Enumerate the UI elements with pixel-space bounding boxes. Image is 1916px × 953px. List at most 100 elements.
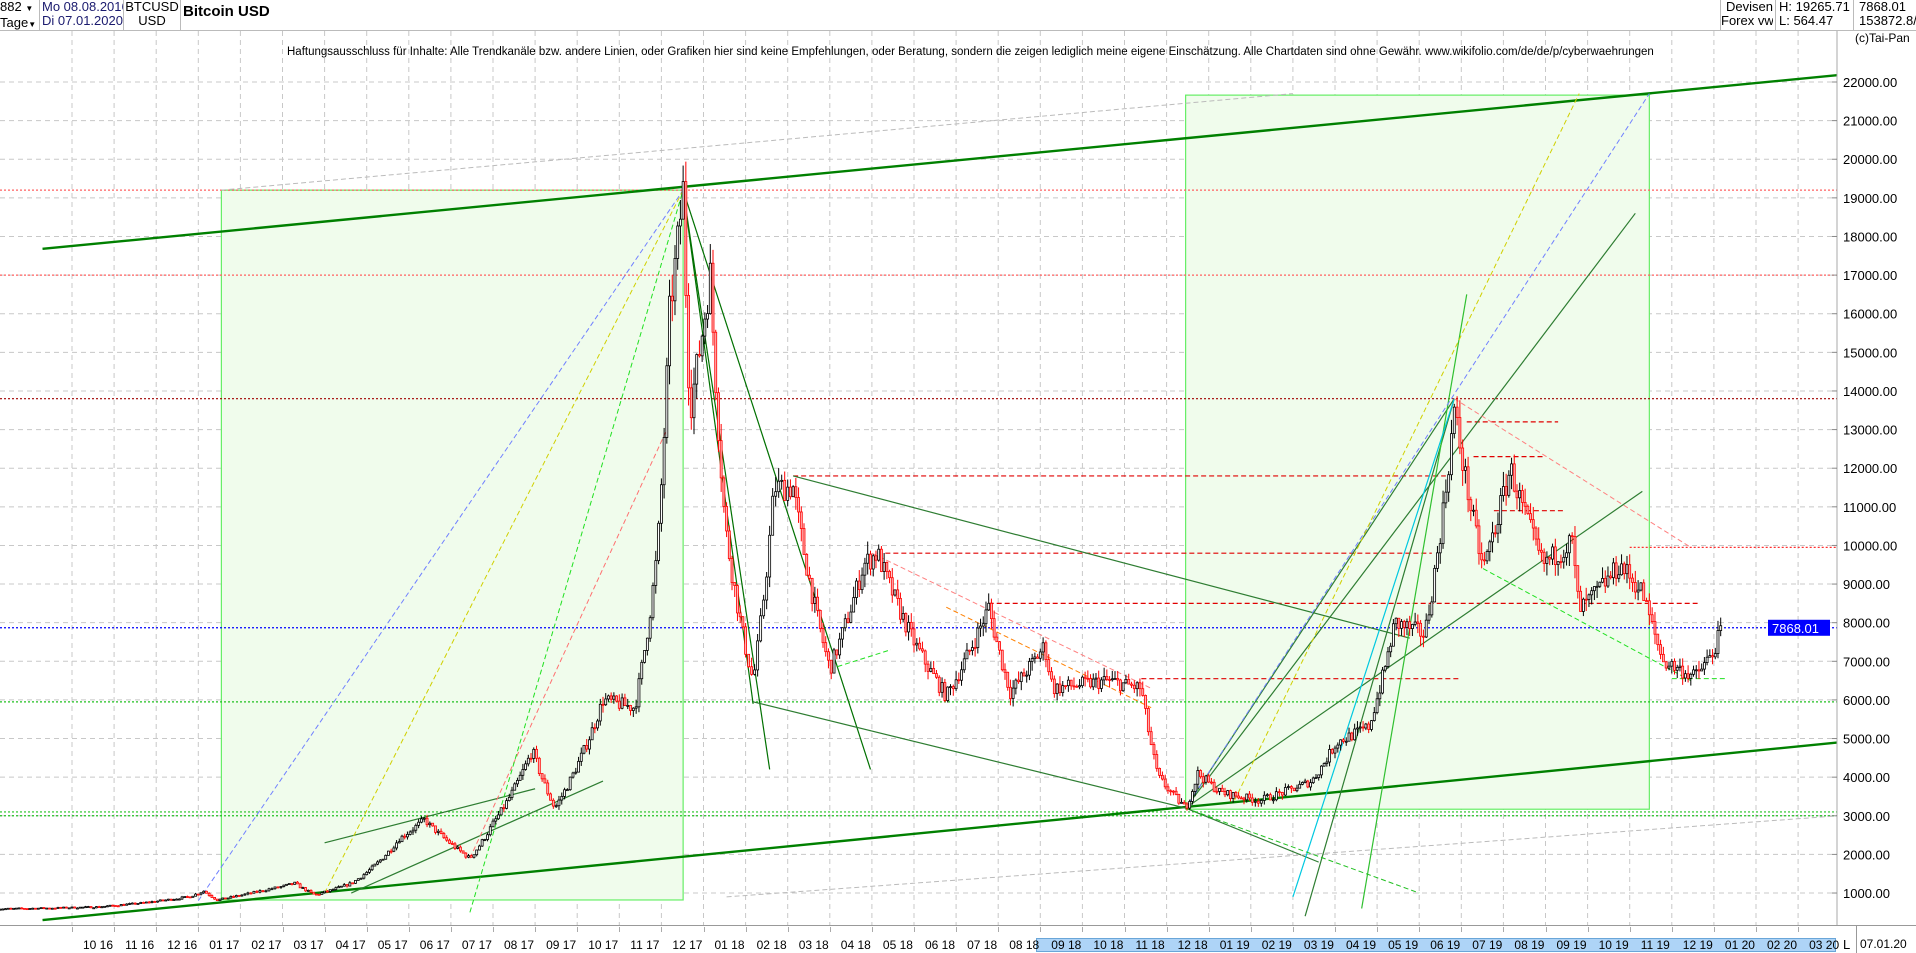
candle-body — [1370, 720, 1373, 730]
candle-body — [1303, 780, 1307, 783]
candle-body — [183, 896, 187, 898]
price-chart[interactable]: 1000.00 2000.00 3000.00 4000.00 5000.00 6000.… — [0, 0, 1916, 925]
trend-line — [324, 189, 684, 894]
candle-body — [1014, 679, 1018, 689]
candle-body — [1659, 644, 1662, 655]
candle-body — [153, 901, 157, 903]
candle-body — [334, 887, 338, 890]
candle-body — [673, 258, 677, 302]
candle-body — [218, 898, 222, 901]
date-from[interactable]: Mo 08.08.2016 — [42, 0, 123, 14]
source: Forex vwd — [1721, 14, 1773, 28]
candle-body — [186, 896, 189, 898]
candle-body — [932, 668, 936, 674]
date-to[interactable]: Di 07.01.2020 — [42, 14, 123, 28]
x-tick — [535, 927, 537, 932]
candle-body — [783, 479, 787, 501]
candle-body — [546, 782, 550, 795]
candle-body — [799, 511, 803, 529]
candle-body — [1180, 801, 1183, 804]
market: Devisen — [1726, 0, 1773, 14]
candle-body — [1314, 777, 1318, 779]
candle-body — [1667, 665, 1671, 669]
candle-body — [926, 663, 930, 672]
x-tick-label: 07 17 — [461, 938, 492, 952]
candle-body — [813, 596, 817, 604]
last-value: 7868.01 — [1859, 0, 1906, 14]
candle-body — [1529, 513, 1532, 521]
candle-body — [464, 852, 468, 858]
candle-body — [1097, 677, 1101, 689]
trend-line — [1185, 93, 1650, 809]
candle-body — [1556, 561, 1560, 566]
candle-body — [384, 854, 388, 860]
candle-body — [1518, 490, 1522, 499]
y-tick-label: 22000.00 — [1843, 75, 1897, 90]
candle-body — [998, 641, 1001, 651]
x-tick — [1629, 927, 1631, 932]
candle-body — [1193, 783, 1197, 792]
candle-body — [1463, 466, 1467, 471]
candle-body — [1047, 659, 1051, 673]
candle-body — [1683, 673, 1687, 679]
candle-body — [750, 666, 754, 675]
x-tick — [1335, 927, 1336, 932]
x-tick-label: 05 18 — [882, 938, 913, 952]
candle-body — [282, 884, 286, 887]
candle-body — [507, 796, 511, 802]
trend-line — [221, 93, 1293, 191]
x-tick — [72, 927, 73, 932]
candle-body — [981, 623, 985, 627]
l-marker[interactable]: L — [1843, 937, 1851, 952]
candle-body — [62, 906, 65, 909]
candle-body — [370, 865, 374, 871]
range-box — [220, 189, 684, 901]
candle-body — [1601, 578, 1604, 583]
candle-body — [1108, 679, 1111, 681]
candle-body — [1628, 564, 1632, 579]
period-dropdown[interactable]: Tage▼ — [0, 16, 39, 32]
candle-body — [196, 893, 200, 896]
date-range[interactable]: Mo 08.08.2016 Di 07.01.2020 — [40, 0, 124, 30]
candle-body — [1223, 791, 1227, 796]
candle-body — [1587, 594, 1591, 600]
candle-body — [267, 888, 271, 892]
chart-header: 882 ▼ Tage▼ Mo 08.08.2016 Di 07.01.2020 … — [0, 0, 1916, 31]
x-tick — [493, 927, 494, 932]
candle-body — [1567, 535, 1571, 554]
candle-body — [1612, 562, 1615, 579]
candle-body — [1110, 678, 1114, 681]
candle-body — [502, 807, 506, 810]
candle-body — [1609, 575, 1613, 579]
high-low-cell: H: 19265.71 L: 564.47 — [1776, 0, 1854, 30]
candle-body — [756, 640, 760, 671]
candle-body — [615, 695, 618, 702]
candle-body — [557, 799, 561, 807]
x-tick-label: 01 18 — [714, 938, 745, 952]
candle-body — [1274, 791, 1278, 801]
y-tick-label: 1000.00 — [1843, 886, 1890, 901]
candle-body — [1705, 656, 1709, 663]
candle-body — [81, 906, 85, 909]
candle-body — [1576, 565, 1580, 592]
candle-body — [1537, 538, 1541, 551]
trend-line — [1234, 93, 1580, 801]
candle-body — [1289, 786, 1293, 789]
candle-body — [827, 651, 830, 661]
candle-body — [1458, 417, 1462, 449]
candle-body — [946, 686, 950, 701]
candle-body — [703, 318, 707, 337]
candle-body — [1531, 519, 1535, 529]
candle-body — [1559, 561, 1563, 564]
candle-body — [1226, 790, 1230, 796]
candle-body — [808, 574, 811, 579]
candle-body — [89, 906, 93, 909]
bar-count-dropdown[interactable]: 882 ▼ — [0, 0, 39, 16]
x-tick-label: 11 18 — [1135, 938, 1165, 952]
candle-body — [1116, 678, 1120, 681]
candle-body — [571, 772, 575, 778]
candle-body — [354, 880, 357, 884]
candle-body — [467, 855, 470, 858]
candle-body — [1322, 763, 1326, 767]
candle-body — [943, 682, 947, 701]
